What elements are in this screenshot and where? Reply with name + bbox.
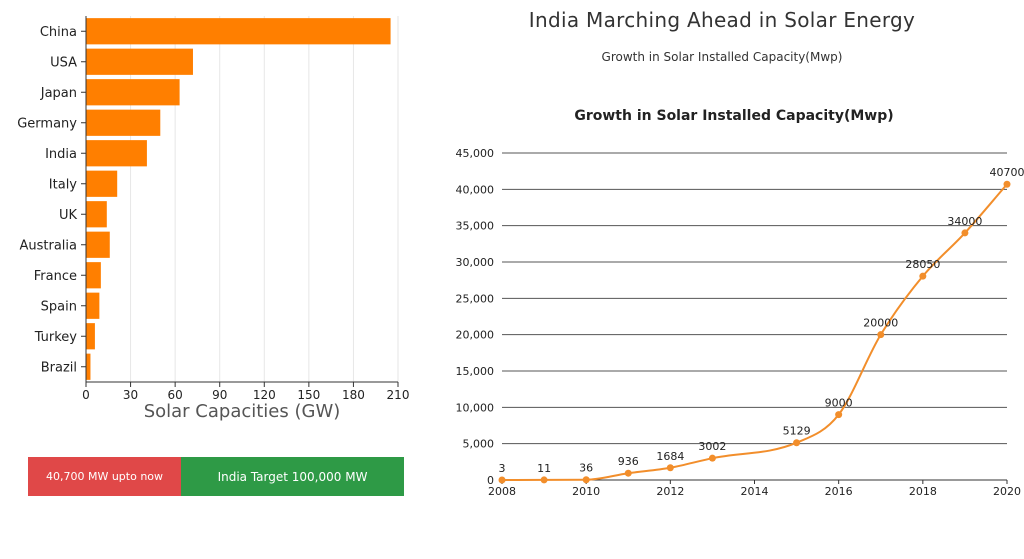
- y-tick-label: 25,000: [456, 292, 495, 305]
- right-panel: India Marching Ahead in Solar Energy Gro…: [420, 0, 1024, 559]
- x-tick-label: 2010: [572, 485, 600, 498]
- data-point: [1003, 180, 1011, 188]
- x-tick-label: 180: [342, 388, 365, 402]
- y-tick-label: 5,000: [463, 438, 495, 451]
- data-label: 36: [579, 462, 593, 475]
- bar: [86, 292, 100, 319]
- x-tick-label: 90: [212, 388, 227, 402]
- y-tick-label: 15,000: [456, 365, 495, 378]
- bar: [86, 18, 391, 45]
- category-label: Spain: [41, 299, 77, 314]
- category-label: Italy: [49, 177, 78, 192]
- bar: [86, 262, 101, 289]
- growth-line-chart: Growth in Solar Installed Capacity(Mwp) 0…: [456, 108, 1024, 498]
- x-tick-label: 60: [168, 388, 183, 402]
- data-label: 3002: [698, 440, 726, 453]
- y-tick-label: 10,000: [456, 401, 495, 414]
- category-label: Brazil: [41, 360, 77, 375]
- progress-current-label: 40,700 MW upto now: [45, 470, 164, 483]
- data-point: [498, 476, 506, 484]
- data-point: [961, 229, 969, 237]
- progress-target-label: India Target 100,000 MW: [217, 469, 368, 484]
- x-tick-label: 150: [297, 388, 320, 402]
- india-target-progress-bar: 40,700 MW upto now India Target 100,000 …: [28, 457, 404, 496]
- x-tick-label: 120: [253, 388, 276, 402]
- y-tick-label: 0: [487, 474, 494, 487]
- data-label: 34000: [947, 215, 982, 228]
- line-chart-title: Growth in Solar Installed Capacity(Mwp): [574, 108, 893, 124]
- bar: [86, 323, 95, 350]
- data-label: 40700: [990, 166, 1024, 179]
- country-bar-chart: 0 30 60 90 120 150 180 210 China USA Japan Germany I…: [17, 16, 410, 422]
- left-panel: 0 30 60 90 120 150 180 210 China USA Japan Germany I…: [0, 0, 420, 559]
- data-point: [708, 454, 716, 462]
- data-point: [540, 476, 548, 484]
- x-tick-label: 0: [82, 388, 90, 402]
- x-tick-label: 30: [123, 388, 138, 402]
- category-label: Japan: [40, 86, 77, 101]
- category-label: UK: [59, 208, 78, 223]
- series-line: [501, 183, 1008, 481]
- data-label: 20000: [863, 317, 898, 330]
- data-point: [793, 439, 801, 447]
- x-tick-label: 2012: [656, 485, 684, 498]
- y-tick-label: 20,000: [456, 329, 495, 342]
- bar: [86, 48, 193, 75]
- y-tick-label: 30,000: [456, 256, 495, 269]
- x-tick-label: 2020: [993, 485, 1021, 498]
- data-label: 9000: [825, 397, 853, 410]
- data-point: [877, 331, 885, 339]
- category-label: Turkey: [34, 330, 78, 345]
- bar: [86, 353, 91, 380]
- x-axis-title: Solar Capacities (GW): [144, 401, 341, 422]
- bar: [86, 170, 118, 197]
- bar: [86, 140, 147, 167]
- bar: [86, 79, 180, 106]
- data-label: 11: [537, 462, 551, 475]
- category-label: Australia: [19, 238, 77, 253]
- data-label: 1684: [656, 450, 684, 463]
- category-label: France: [34, 269, 77, 284]
- progress-current-segment: 40,700 MW upto now: [28, 457, 182, 496]
- category-label: Germany: [17, 116, 77, 131]
- data-label: 28050: [905, 258, 940, 271]
- category-label: India: [45, 147, 77, 162]
- page-title: India Marching Ahead in Solar Energy: [528, 8, 916, 32]
- category-label: China: [40, 25, 77, 40]
- bar: [86, 201, 107, 228]
- y-tick-label: 45,000: [456, 147, 495, 160]
- x-tick-label: 210: [387, 388, 410, 402]
- data-label: 5129: [783, 425, 811, 438]
- bar: [86, 109, 161, 136]
- x-tick-label: 2014: [741, 485, 769, 498]
- page-subtitle: Growth in Solar Installed Capacity(Mwp): [601, 50, 843, 64]
- data-point: [624, 469, 632, 477]
- data-label: 936: [618, 455, 639, 468]
- x-tick-label: 2018: [909, 485, 937, 498]
- x-tick-label: 2016: [825, 485, 853, 498]
- category-label: USA: [50, 55, 77, 70]
- progress-target-segment: India Target 100,000 MW: [181, 457, 404, 496]
- data-point: [582, 476, 590, 484]
- data-point: [666, 464, 674, 472]
- data-point: [835, 411, 843, 419]
- data-point: [919, 272, 927, 280]
- y-tick-label: 35,000: [456, 220, 495, 233]
- x-tick-label: 2008: [488, 485, 516, 498]
- y-tick-label: 40,000: [456, 183, 495, 196]
- data-label: 3: [499, 462, 506, 475]
- bar: [86, 231, 110, 258]
